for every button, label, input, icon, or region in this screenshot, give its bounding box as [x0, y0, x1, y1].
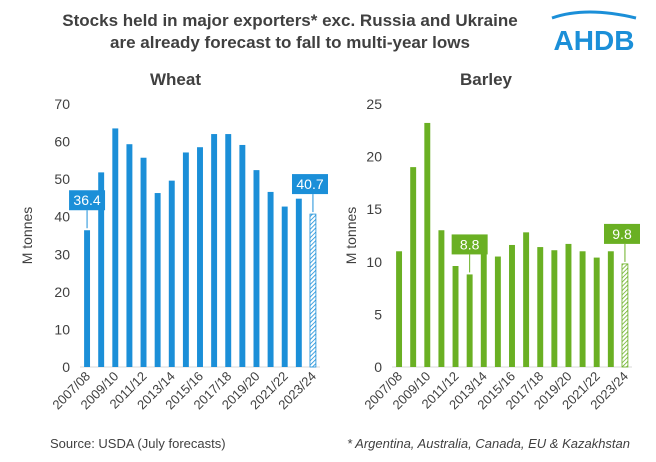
wheat-ytick-label: 20 — [54, 284, 70, 300]
barley-bar-2008-09 — [410, 167, 417, 367]
wheat-ytick-label: 30 — [54, 246, 70, 262]
wheat-bar-2018-19 — [239, 144, 246, 367]
barley-bar-2007-08 — [396, 251, 403, 367]
barley-bar-2015-16 — [509, 244, 515, 367]
barley-bar-2014-15 — [494, 256, 501, 367]
wheat-ylabel: M tonnes — [19, 207, 35, 265]
barley-annotation-box — [604, 223, 640, 244]
barley-bar-2019-20 — [565, 243, 572, 367]
wheat-annotation-label: 40.7 — [296, 176, 323, 192]
wheat-bar-2019-20 — [253, 170, 260, 367]
wheat-bar-2012-13 — [154, 193, 161, 367]
wheat-chart-title: Wheat — [150, 70, 201, 89]
wheat-annotation-box — [69, 190, 106, 211]
barley-ytick-label: 15 — [366, 201, 382, 217]
barley-bar-2012-13 — [466, 274, 473, 367]
wheat-ytick-label: 70 — [54, 96, 70, 112]
barley-annotation-label: 8.8 — [460, 236, 480, 252]
barley-annotation-label: 9.8 — [612, 226, 632, 242]
exporters-footnote: * Argentina, Australia, Canada, EU & Kaz… — [346, 436, 630, 451]
wheat-bar-2013-14 — [168, 180, 175, 367]
barley-chart-title: Barley — [460, 70, 512, 89]
title-line-2: are already forecast to fall to multi-ye… — [110, 33, 470, 52]
barley-ytick-label: 25 — [366, 96, 382, 112]
title-line-1: Stocks held in major exporters* exc. Rus… — [62, 11, 518, 30]
logo-text: AHDB — [554, 25, 635, 56]
barley-ytick-label: 20 — [366, 149, 382, 165]
barley-ylabel: M tonnes — [343, 207, 359, 265]
wheat-bar-2014-15 — [182, 152, 189, 367]
wheat-bar-2023-24 — [309, 213, 317, 368]
wheat-bar-2010-11 — [126, 144, 133, 367]
wheat-bar-2011-12 — [140, 157, 147, 367]
wheat-ytick-label: 40 — [54, 209, 70, 225]
wheat-bar-2016-17 — [211, 134, 218, 367]
wheat-ytick-label: 50 — [54, 171, 70, 187]
wheat-bar-2020-21 — [267, 191, 274, 367]
barley-bar-2016-17 — [523, 232, 530, 367]
barley-annotation-box — [451, 234, 488, 255]
barley-bar-2023-24 — [621, 263, 629, 368]
page-title: Stocks held in major exporters* exc. Rus… — [0, 10, 580, 54]
barley-bar-2021-22 — [593, 257, 600, 367]
barley-bar-2020-21 — [579, 251, 586, 367]
wheat-bar-2017-18 — [225, 134, 232, 367]
wheat-bar-2009-10 — [112, 128, 119, 367]
barley-bar-2010-11 — [438, 230, 445, 367]
wheat-bar-2021-22 — [281, 206, 288, 367]
barley-bar-2013-14 — [480, 252, 487, 367]
wheat-bar-2015-16 — [197, 147, 203, 367]
logo-swoosh-icon — [551, 10, 637, 20]
wheat-ytick-label: 60 — [54, 134, 70, 150]
wheat-annotation-label: 36.4 — [73, 192, 100, 208]
barley-bar-2009-10 — [424, 122, 431, 367]
wheat-bar-2007-08 — [84, 230, 91, 367]
source-note: Source: USDA (July forecasts) — [50, 436, 226, 451]
wheat-bar-2008-09 — [98, 172, 105, 367]
barley-bar-2022-23 — [607, 251, 614, 367]
wheat-ytick-label: 0 — [62, 359, 70, 375]
barley-bar-2018-19 — [551, 250, 558, 367]
wheat-ytick-label: 10 — [54, 321, 70, 337]
barley-ytick-label: 5 — [374, 306, 382, 322]
barley-ytick-label: 10 — [366, 254, 382, 270]
barley-bar-2011-12 — [452, 266, 459, 367]
wheat-bar-2022-23 — [295, 198, 302, 367]
barley-ytick-label: 0 — [374, 359, 382, 375]
wheat-annotation-box — [292, 174, 328, 195]
barley-bar-2017-18 — [537, 247, 544, 367]
ahdb-logo: AHDB — [551, 10, 637, 56]
